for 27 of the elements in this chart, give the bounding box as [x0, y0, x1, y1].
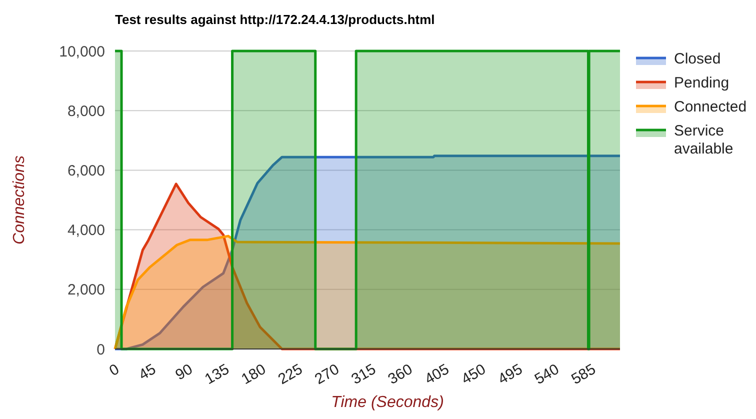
x-tick-label: 360	[385, 360, 416, 388]
x-axis-title: Time (Seconds)	[331, 394, 444, 411]
legend-label: Pending	[674, 74, 730, 92]
legend-label: Service available	[674, 122, 734, 158]
x-tick-label: 585	[568, 360, 599, 388]
x-tick-label: 0	[106, 360, 122, 380]
y-tick-label: 8,000	[67, 102, 105, 120]
x-tick-label: 270	[312, 360, 342, 388]
x-tick-label: 90	[172, 360, 196, 384]
x-tick-label: 315	[348, 360, 379, 388]
y-tick-label: 6,000	[67, 162, 105, 180]
x-tick-label: 405	[422, 360, 452, 388]
x-tick-label: 225	[275, 360, 306, 388]
legend-label: Connected	[674, 98, 747, 116]
x-tick-label: 135	[202, 360, 232, 388]
x-tick-label: 540	[532, 360, 562, 388]
y-tick-label: 10,000	[59, 43, 105, 60]
y-tick-label: 0	[96, 341, 105, 358]
x-tick-label: 450	[458, 360, 489, 388]
x-tick-label: 495	[495, 360, 526, 388]
y-tick-label: 2,000	[67, 282, 105, 299]
y-tick-label: 4,000	[67, 222, 105, 240]
chart-title: Test results against http://172.24.4.13/products.html	[115, 12, 435, 27]
y-axis-title: Connections	[11, 156, 28, 244]
x-tick-label: 45	[136, 360, 159, 384]
legend-label: Closed	[674, 50, 721, 68]
x-tick-label: 180	[238, 360, 269, 388]
